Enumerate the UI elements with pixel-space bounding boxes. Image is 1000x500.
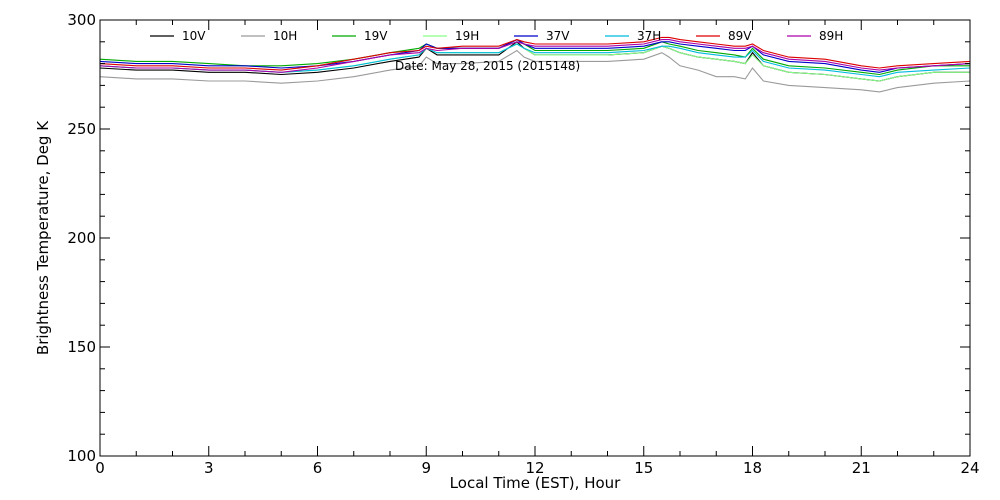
legend-label-19v: 19V <box>364 29 388 43</box>
x-tick-label: 12 <box>525 459 544 477</box>
tick-layer: 0 3 6 9 12 15 18 21 24 100 150 200 250 300 <box>67 11 979 477</box>
x-tick-label: 9 <box>421 459 431 477</box>
y-tick-label: 150 <box>67 338 96 356</box>
y-tick-label: 200 <box>67 229 96 247</box>
series-line-89v <box>99 36 971 71</box>
x-tick-label: 18 <box>743 459 762 477</box>
x-tick-label: 0 <box>95 459 105 477</box>
plot-frame <box>99 19 971 457</box>
legend-label-89h: 89H <box>819 29 843 43</box>
x-tick-label: 3 <box>204 459 214 477</box>
y-tick-label: 250 <box>67 120 96 138</box>
y-axis-title: Brightness Temperature, Deg K <box>34 120 52 355</box>
x-tick-label: 6 <box>313 459 323 477</box>
series-line-37h <box>99 43 971 78</box>
y-tick-label: 300 <box>67 11 96 29</box>
legend-label-89v: 89V <box>728 29 752 43</box>
legend-label-10h: 10H <box>273 29 297 43</box>
date-annotation: Date: May 28, 2015 (2015148) <box>395 59 580 73</box>
legend: 10V 10H 19V 19H 37V 37H 89V 89H <box>150 29 843 43</box>
x-axis-title: Local Time (EST), Hour <box>450 474 621 492</box>
legend-label-19h: 19H <box>455 29 479 43</box>
x-tick-label: 21 <box>852 459 871 477</box>
legend-label-37v: 37V <box>546 29 570 43</box>
x-tick-label: 15 <box>634 459 653 477</box>
series-line-10h <box>99 49 971 93</box>
series-line-89h <box>99 39 971 73</box>
legend-label-10v: 10V <box>182 29 206 43</box>
y-tick-label: 100 <box>67 447 96 465</box>
legend-label-37h: 37H <box>637 29 661 43</box>
series-line-19v <box>99 38 970 76</box>
x-tick-label: 24 <box>960 459 979 477</box>
series-layer <box>99 36 971 93</box>
